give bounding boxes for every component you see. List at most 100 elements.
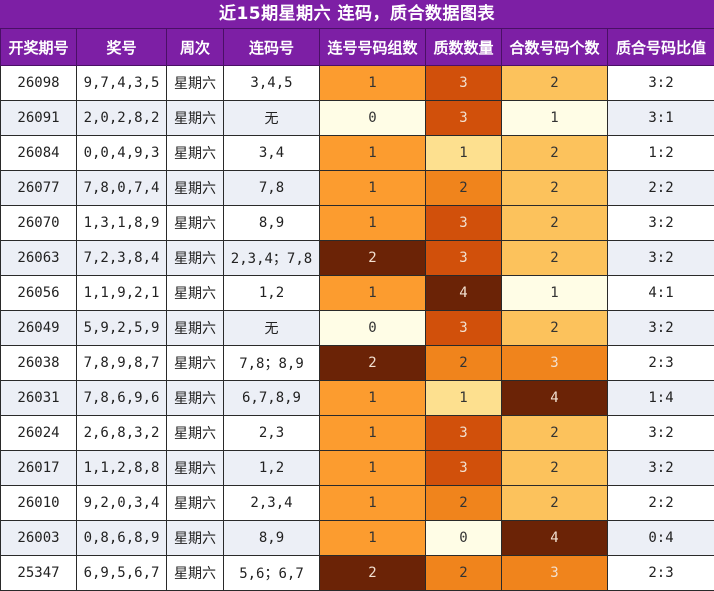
cell-groups: 1 bbox=[319, 415, 426, 451]
cell-issue: 26038 bbox=[0, 345, 77, 381]
cell-weekday: 星期六 bbox=[166, 520, 224, 556]
cell-primes: 3 bbox=[425, 310, 502, 346]
cell-groups: 2 bbox=[319, 555, 426, 591]
cell-primes: 4 bbox=[425, 275, 502, 311]
table-row: 26003 0,8,6,8,9 星期六 8,9 1 0 4 0:4 bbox=[0, 520, 714, 556]
cell-ratio: 2:3 bbox=[607, 345, 714, 381]
cell-ratio: 3:2 bbox=[607, 310, 714, 346]
header-row: 开奖期号 奖号 周次 连码号 连号号码组数 质数数量 合数号码个数 质合号码比值 bbox=[0, 28, 714, 66]
cell-numbers: 6,9,5,6,7 bbox=[76, 555, 167, 591]
cell-composites: 4 bbox=[501, 520, 608, 556]
table-row: 26070 1,3,1,8,9 星期六 8,9 1 3 2 3:2 bbox=[0, 205, 714, 241]
cell-weekday: 星期六 bbox=[166, 345, 224, 381]
cell-consecutive: 8,9 bbox=[223, 205, 320, 241]
cell-numbers: 1,3,1,8,9 bbox=[76, 205, 167, 241]
data-table: 开奖期号 奖号 周次 连码号 连号号码组数 质数数量 合数号码个数 质合号码比值… bbox=[0, 28, 714, 591]
cell-issue: 26056 bbox=[0, 275, 77, 311]
cell-numbers: 1,1,9,2,1 bbox=[76, 275, 167, 311]
cell-primes: 2 bbox=[425, 345, 502, 381]
header-ratio: 质合号码比值 bbox=[607, 28, 714, 66]
table-row: 26024 2,6,8,3,2 星期六 2,3 1 3 2 3:2 bbox=[0, 415, 714, 451]
cell-weekday: 星期六 bbox=[166, 310, 224, 346]
cell-consecutive: 2,3,4 bbox=[223, 485, 320, 521]
cell-composites: 2 bbox=[501, 450, 608, 486]
cell-ratio: 1:2 bbox=[607, 135, 714, 171]
cell-numbers: 0,0,4,9,3 bbox=[76, 135, 167, 171]
cell-composites: 2 bbox=[501, 65, 608, 101]
cell-primes: 3 bbox=[425, 415, 502, 451]
page-title: 近15期星期六 连码，质合数据图表 bbox=[0, 0, 714, 28]
cell-consecutive: 8,9 bbox=[223, 520, 320, 556]
cell-primes: 3 bbox=[425, 65, 502, 101]
table-row: 26038 7,8,9,8,7 星期六 7,8；8,9 2 2 3 2:3 bbox=[0, 345, 714, 381]
cell-ratio: 3:2 bbox=[607, 205, 714, 241]
cell-primes: 3 bbox=[425, 240, 502, 276]
cell-numbers: 7,8,6,9,6 bbox=[76, 380, 167, 416]
cell-consecutive: 1,2 bbox=[223, 450, 320, 486]
cell-issue: 26003 bbox=[0, 520, 77, 556]
cell-issue: 26024 bbox=[0, 415, 77, 451]
cell-consecutive: 1,2 bbox=[223, 275, 320, 311]
cell-consecutive: 3,4,5 bbox=[223, 65, 320, 101]
table-row: 26049 5,9,2,5,9 星期六无 0 3 2 3:2 bbox=[0, 310, 714, 346]
cell-numbers: 7,2,3,8,4 bbox=[76, 240, 167, 276]
header-weekday: 周次 bbox=[166, 28, 224, 66]
cell-consecutive: 5,6；6,7 bbox=[223, 555, 320, 591]
cell-numbers: 2,6,8,3,2 bbox=[76, 415, 167, 451]
cell-weekday: 星期六 bbox=[166, 170, 224, 206]
cell-primes: 1 bbox=[425, 135, 502, 171]
cell-numbers: 5,9,2,5,9 bbox=[76, 310, 167, 346]
cell-groups: 1 bbox=[319, 450, 426, 486]
cell-weekday: 星期六 bbox=[166, 240, 224, 276]
cell-ratio: 3:1 bbox=[607, 100, 714, 136]
cell-issue: 26084 bbox=[0, 135, 77, 171]
cell-groups: 1 bbox=[319, 205, 426, 241]
table-row: 26077 7,8,0,7,4 星期六 7,8 1 2 2 2:2 bbox=[0, 170, 714, 206]
cell-consecutive: 2,3,4；7,8 bbox=[223, 240, 320, 276]
cell-primes: 3 bbox=[425, 205, 502, 241]
cell-primes: 3 bbox=[425, 450, 502, 486]
cell-primes: 3 bbox=[425, 100, 502, 136]
cell-groups: 1 bbox=[319, 380, 426, 416]
table-row: 26098 9,7,4,3,5 星期六 3,4,5 1 3 2 3:2 bbox=[0, 65, 714, 101]
cell-issue: 26049 bbox=[0, 310, 77, 346]
cell-weekday: 星期六 bbox=[166, 555, 224, 591]
table-row: 26063 7,2,3,8,4 星期六 2,3,4；7,8 2 3 2 3:2 bbox=[0, 240, 714, 276]
cell-numbers: 7,8,9,8,7 bbox=[76, 345, 167, 381]
cell-weekday: 星期六 bbox=[166, 205, 224, 241]
cell-primes: 2 bbox=[425, 485, 502, 521]
cell-consecutive: 无 bbox=[223, 310, 320, 346]
cell-groups: 2 bbox=[319, 240, 426, 276]
header-groups: 连号号码组数 bbox=[319, 28, 426, 66]
header-numbers: 奖号 bbox=[76, 28, 167, 66]
cell-groups: 0 bbox=[319, 310, 426, 346]
cell-issue: 26070 bbox=[0, 205, 77, 241]
table-row: 25347 6,9,5,6,7 星期六 5,6；6,7 2 2 3 2:3 bbox=[0, 555, 714, 591]
cell-ratio: 2:2 bbox=[607, 485, 714, 521]
cell-groups: 1 bbox=[319, 520, 426, 556]
cell-primes: 1 bbox=[425, 380, 502, 416]
cell-consecutive: 7,8 bbox=[223, 170, 320, 206]
cell-ratio: 2:3 bbox=[607, 555, 714, 591]
header-consecutive: 连码号 bbox=[223, 28, 320, 66]
cell-groups: 1 bbox=[319, 65, 426, 101]
cell-issue: 26077 bbox=[0, 170, 77, 206]
table-row: 26091 2,0,2,8,2 星期六无 0 3 1 3:1 bbox=[0, 100, 714, 136]
cell-numbers: 9,2,0,3,4 bbox=[76, 485, 167, 521]
table-row: 26010 9,2,0,3,4 星期六 2,3,4 1 2 2 2:2 bbox=[0, 485, 714, 521]
cell-composites: 1 bbox=[501, 275, 608, 311]
cell-numbers: 0,8,6,8,9 bbox=[76, 520, 167, 556]
cell-primes: 0 bbox=[425, 520, 502, 556]
cell-weekday: 星期六 bbox=[166, 65, 224, 101]
cell-weekday: 星期六 bbox=[166, 450, 224, 486]
cell-weekday: 星期六 bbox=[166, 485, 224, 521]
cell-groups: 1 bbox=[319, 170, 426, 206]
cell-issue: 26010 bbox=[0, 485, 77, 521]
cell-ratio: 1:4 bbox=[607, 380, 714, 416]
cell-composites: 3 bbox=[501, 345, 608, 381]
cell-consecutive: 2,3 bbox=[223, 415, 320, 451]
cell-weekday: 星期六 bbox=[166, 380, 224, 416]
cell-groups: 0 bbox=[319, 100, 426, 136]
header-composites: 合数号码个数 bbox=[501, 28, 608, 66]
